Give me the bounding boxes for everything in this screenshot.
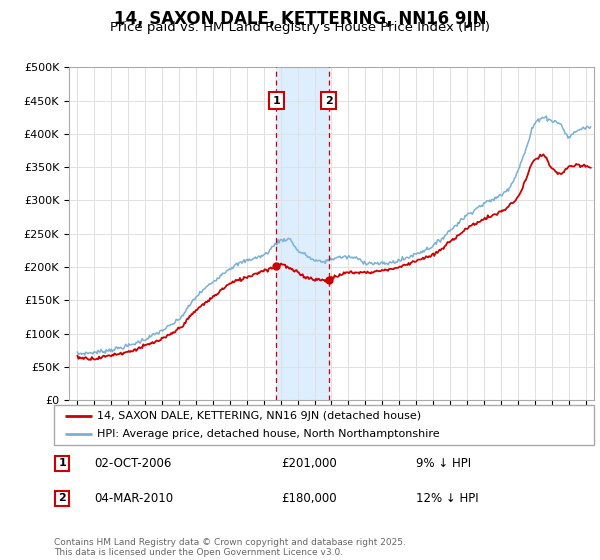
Text: £180,000: £180,000 xyxy=(281,492,337,505)
Text: 9% ↓ HPI: 9% ↓ HPI xyxy=(416,457,471,470)
Text: 14, SAXON DALE, KETTERING, NN16 9JN: 14, SAXON DALE, KETTERING, NN16 9JN xyxy=(114,10,486,28)
Text: 04-MAR-2010: 04-MAR-2010 xyxy=(95,492,173,505)
Text: 02-OCT-2006: 02-OCT-2006 xyxy=(95,457,172,470)
FancyBboxPatch shape xyxy=(54,405,594,445)
Text: 1: 1 xyxy=(272,96,280,105)
Text: 1: 1 xyxy=(58,459,66,468)
Text: Contains HM Land Registry data © Crown copyright and database right 2025.
This d: Contains HM Land Registry data © Crown c… xyxy=(54,538,406,557)
Text: £201,000: £201,000 xyxy=(281,457,337,470)
Text: 2: 2 xyxy=(325,96,332,105)
Text: Price paid vs. HM Land Registry's House Price Index (HPI): Price paid vs. HM Land Registry's House … xyxy=(110,21,490,34)
Text: 14, SAXON DALE, KETTERING, NN16 9JN (detached house): 14, SAXON DALE, KETTERING, NN16 9JN (det… xyxy=(97,411,421,421)
Text: 2: 2 xyxy=(58,493,66,503)
Text: 12% ↓ HPI: 12% ↓ HPI xyxy=(416,492,478,505)
Text: HPI: Average price, detached house, North Northamptonshire: HPI: Average price, detached house, Nort… xyxy=(97,430,440,439)
Bar xyxy=(277,67,329,400)
